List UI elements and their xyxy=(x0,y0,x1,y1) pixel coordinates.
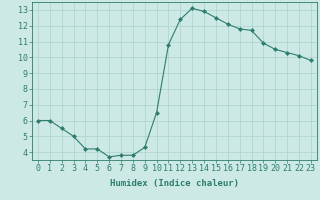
X-axis label: Humidex (Indice chaleur): Humidex (Indice chaleur) xyxy=(110,179,239,188)
